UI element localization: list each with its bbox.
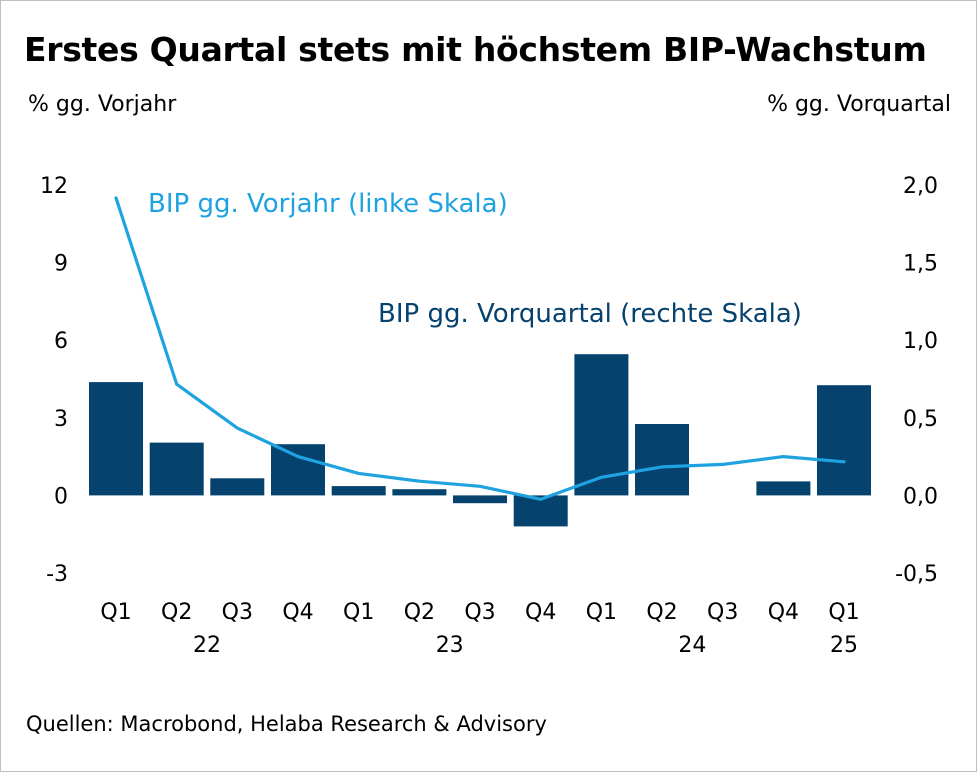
right-tick-label: 2,0: [903, 174, 938, 199]
x-tick-label: Q2: [161, 600, 192, 625]
x-tick-label: Q1: [586, 600, 617, 625]
x-tick-label: Q4: [282, 600, 313, 625]
right-tick-label: 0,0: [903, 484, 938, 509]
x-tick-label: Q2: [404, 600, 435, 625]
bar-6: [453, 495, 507, 504]
x-year-label: 23: [436, 633, 464, 658]
x-tick-label: Q1: [100, 600, 131, 625]
left-tick-label: 12: [40, 174, 68, 199]
x-tick-label: Q2: [646, 600, 677, 625]
bars-layer: [89, 354, 871, 527]
right-tick-label: -0,5: [895, 562, 938, 587]
left-tick-label: 9: [54, 252, 68, 277]
x-tick-label: Q3: [222, 600, 253, 625]
bar-1: [149, 442, 204, 496]
bar-0: [89, 382, 143, 496]
right-tick-label: 1,0: [903, 329, 938, 354]
bar-2: [210, 478, 265, 496]
bar-11: [756, 481, 811, 496]
bar-8: [574, 354, 629, 496]
right-tick-label: 1,5: [903, 252, 938, 277]
x-year-label: 22: [193, 633, 221, 658]
x-year-label: 24: [678, 633, 706, 658]
left-tick-label: 6: [54, 329, 68, 354]
bar-4: [331, 486, 386, 496]
left-axis-unit: % gg. Vorjahr: [28, 92, 177, 117]
bar-12: [817, 385, 871, 496]
x-year-label: 25: [830, 633, 858, 658]
right-tick-label: 0,5: [903, 407, 938, 432]
x-tick-label: Q4: [768, 600, 799, 625]
x-axis-ticks: Q1 Q2 Q3 Q4 Q1 Q2 Q3 Q4 Q1 Q2 Q3 Q4 Q1: [100, 600, 859, 625]
left-tick-label: -3: [46, 562, 68, 587]
bar-5: [392, 489, 447, 496]
x-tick-label: Q4: [525, 600, 556, 625]
left-tick-label: 0: [54, 484, 68, 509]
bar-3: [271, 444, 325, 496]
chart-title: Erstes Quartal stets mit höchstem BIP-Wa…: [24, 30, 927, 69]
x-tick-label: Q3: [464, 600, 495, 625]
source-note: Quellen: Macrobond, Helaba Research & Ad…: [26, 712, 547, 736]
x-tick-label: Q3: [707, 600, 738, 625]
bar-series-label: BIP gg. Vorquartal (rechte Skala): [378, 299, 802, 329]
right-axis-ticks: 2,0 1,5 1,0 0,5 0,0 -0,5: [895, 174, 938, 587]
yoy-line: [114, 196, 846, 501]
left-tick-label: 3: [54, 407, 68, 432]
x-axis-year-labels: 22 23 24 25: [193, 633, 858, 658]
right-axis-unit: % gg. Vorquartal: [767, 92, 951, 117]
x-tick-label: Q1: [828, 600, 859, 625]
left-axis-ticks: 12 9 6 3 0 -3: [40, 174, 68, 587]
line-layer: [114, 196, 846, 501]
line-series-label: BIP gg. Vorjahr (linke Skala): [148, 189, 508, 219]
bar-9: [635, 424, 689, 496]
x-tick-label: Q1: [343, 600, 374, 625]
